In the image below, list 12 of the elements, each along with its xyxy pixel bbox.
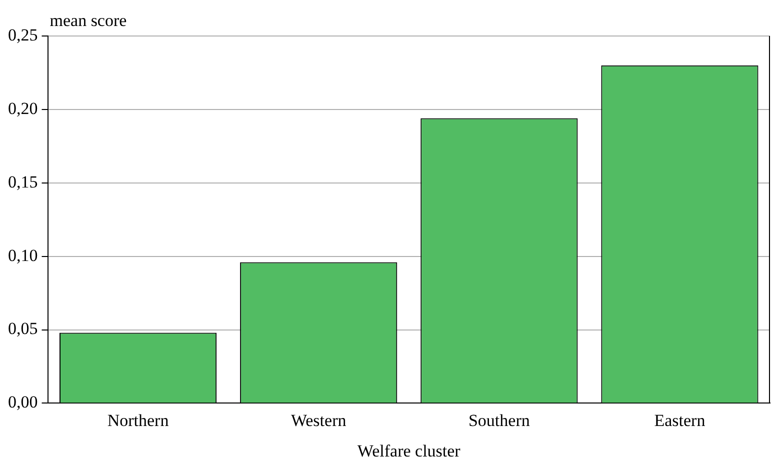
y-tick-label: 0,05 bbox=[8, 319, 38, 338]
y-tick-label: 0,25 bbox=[8, 25, 38, 44]
x-tick-label: Western bbox=[290, 410, 347, 430]
y-tick-label: 0,20 bbox=[8, 98, 38, 118]
y-tick-label: 0,15 bbox=[8, 172, 38, 192]
x-tick-label: Southern bbox=[468, 410, 530, 430]
x-axis-title: Welfare cluster bbox=[357, 441, 461, 460]
y-axis-title: mean score bbox=[50, 10, 127, 30]
x-tick-label: Northern bbox=[107, 410, 170, 430]
x-tick-label: Eastern bbox=[654, 410, 706, 430]
y-tick-label: 0,00 bbox=[8, 392, 38, 412]
y-tick-label: 0,10 bbox=[8, 246, 38, 265]
